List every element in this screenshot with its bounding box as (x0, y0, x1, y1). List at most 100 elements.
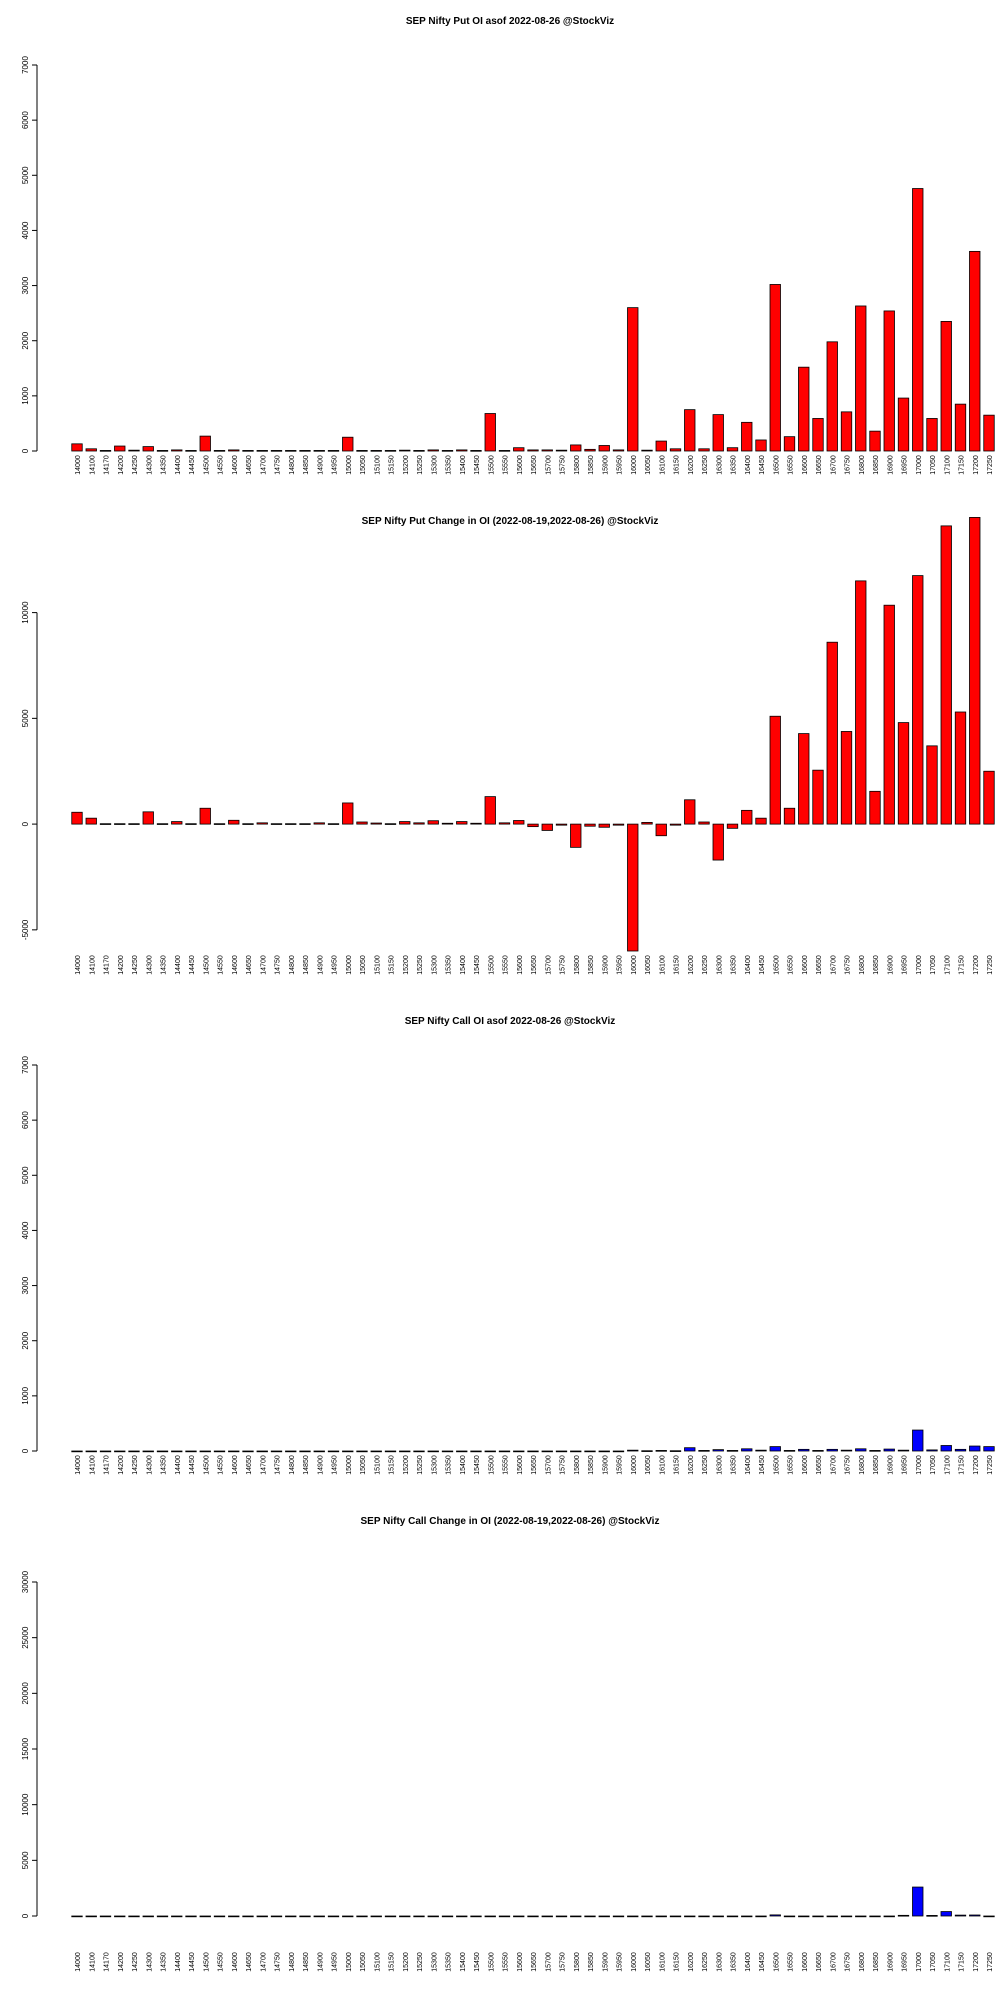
x-tick-label: 16100 (659, 1455, 666, 1475)
bar-15500 (484, 1450, 496, 1453)
y-tick-label: 5000 (21, 709, 30, 727)
bar-16450 (755, 1449, 767, 1452)
bar-15000 (342, 436, 354, 452)
x-tick-label: 16400 (745, 455, 752, 475)
bar-15850 (584, 1450, 596, 1453)
x-tick-label: 17200 (973, 1952, 980, 1972)
x-tick-label: 15000 (346, 955, 353, 975)
bar-15800 (570, 823, 582, 848)
x-tick-label: 14750 (275, 1952, 282, 1972)
x-tick-label: 14400 (175, 955, 182, 975)
x-tick-label: 15500 (488, 455, 495, 475)
x-tick-label: 15000 (346, 455, 353, 475)
x-tick-label: 15750 (560, 455, 567, 475)
bar-14750 (270, 1450, 283, 1453)
x-tick-label: 15700 (545, 955, 552, 975)
x-tick-label: 14350 (161, 1952, 168, 1972)
bar-14950 (327, 1915, 340, 1918)
bar-16700 (826, 341, 838, 452)
bar-16750 (840, 411, 853, 452)
bar-15100 (370, 450, 382, 452)
bar-15050 (356, 1450, 368, 1453)
bar-15850 (584, 448, 596, 452)
bar-16400 (741, 809, 753, 825)
x-tick-label: 17250 (987, 1952, 994, 1972)
bar-15200 (399, 449, 411, 452)
x-tick-label: 15400 (460, 1455, 467, 1475)
bar-17150 (954, 1914, 967, 1917)
bar-15500 (484, 1915, 496, 1918)
x-tick-label: 15200 (403, 1952, 410, 1972)
x-tick-label: 14950 (332, 955, 339, 975)
x-tick-label: 17150 (959, 955, 966, 975)
y-tick-label: 3000 (21, 1276, 30, 1294)
bar-14500 (199, 435, 211, 452)
bar-14170 (99, 450, 112, 452)
bar-14650 (242, 823, 254, 825)
x-tick-label: 16300 (716, 1455, 723, 1475)
chart-panel-4: SEP Nifty Call Change in OI (2022-08-19,… (21, 1516, 995, 1972)
y-tick-label: 2000 (21, 1331, 30, 1349)
bar-15100 (370, 1915, 382, 1918)
bar-16450 (755, 1915, 767, 1918)
x-tick-label: 15850 (588, 1455, 595, 1475)
bar-16300 (712, 823, 724, 861)
bar-15800 (570, 1915, 582, 1918)
bar-16450 (755, 817, 767, 825)
bar-14750 (270, 450, 283, 452)
x-tick-label: 16700 (830, 1952, 837, 1972)
x-tick-label: 16300 (716, 455, 723, 475)
x-tick-label: 14000 (75, 1952, 82, 1972)
x-tick-label: 14350 (161, 1455, 168, 1475)
bar-14550 (213, 450, 226, 452)
bar-14850 (299, 1915, 311, 1918)
bar-14600 (228, 819, 240, 825)
bar-15550 (498, 450, 511, 452)
bar-16300 (712, 1915, 724, 1918)
x-tick-label: 14850 (303, 955, 310, 975)
y-tick-label: 6000 (21, 111, 30, 129)
y-tick-label: 7000 (21, 56, 30, 74)
bar-14900 (313, 1450, 325, 1453)
bar-17250 (983, 770, 995, 825)
x-tick-label: 15850 (588, 955, 595, 975)
x-tick-label: 14100 (89, 1952, 96, 1972)
chart-title: SEP Nifty Call Change in OI (2022-08-19,… (361, 1516, 660, 1527)
bar-16500 (769, 1446, 781, 1452)
x-tick-label: 16750 (845, 955, 852, 975)
bar-15550 (498, 1450, 511, 1453)
x-tick-label: 16150 (674, 1455, 681, 1475)
x-tick-label: 15000 (346, 1455, 353, 1475)
bar-16850 (869, 1915, 881, 1918)
x-tick-label: 16100 (659, 1952, 666, 1972)
bar-16950 (897, 722, 910, 825)
bar-16350 (726, 823, 739, 829)
x-tick-label: 16600 (802, 455, 809, 475)
x-tick-label: 17150 (959, 1455, 966, 1475)
bar-15300 (427, 1450, 439, 1453)
x-tick-label: 17100 (944, 1455, 951, 1475)
x-tick-label: 15900 (602, 1952, 609, 1972)
bar-15350 (441, 822, 454, 825)
bar-14750 (270, 823, 283, 825)
bar-16150 (669, 1915, 682, 1918)
bar-15900 (598, 445, 610, 452)
x-tick-label: 14650 (246, 455, 253, 475)
x-tick-label: 15550 (503, 455, 510, 475)
bar-16650 (812, 1450, 824, 1452)
x-tick-label: 15000 (346, 1952, 353, 1972)
bar-14000 (71, 811, 83, 825)
bar-14900 (313, 1915, 325, 1918)
x-tick-label: 16150 (674, 455, 681, 475)
bar-15350 (441, 1915, 454, 1918)
bar-14250 (128, 823, 140, 825)
bar-15150 (384, 450, 397, 452)
x-tick-label: 15600 (517, 1455, 524, 1475)
bar-14700 (256, 822, 268, 825)
y-tick-label: 0 (21, 821, 30, 826)
x-tick-label: 16500 (773, 1455, 780, 1475)
x-tick-label: 15600 (517, 955, 524, 975)
bar-16900 (883, 1915, 895, 1918)
x-tick-label: 14200 (118, 1952, 125, 1972)
bar-14100 (85, 1915, 97, 1918)
